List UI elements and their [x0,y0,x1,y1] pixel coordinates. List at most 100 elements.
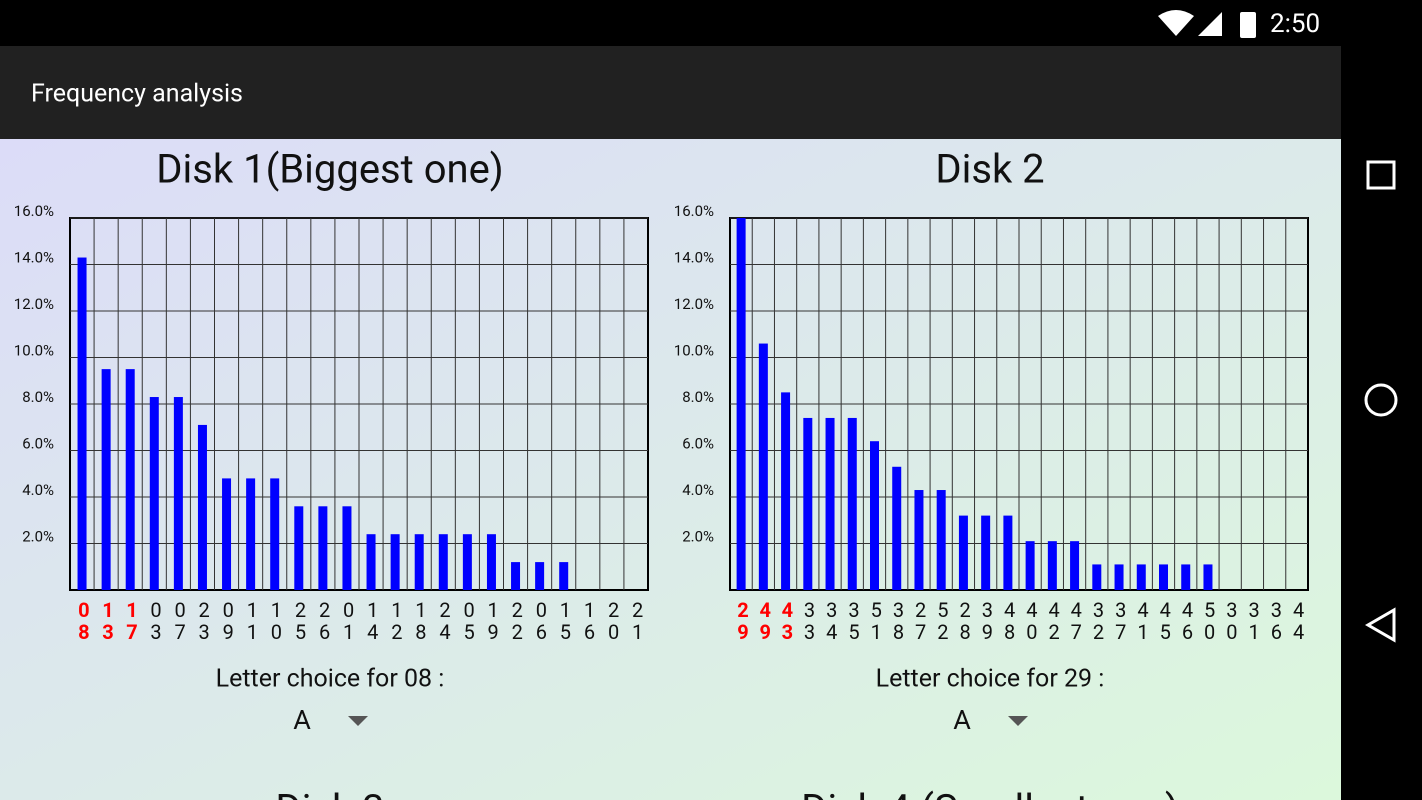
bar [366,534,376,590]
bar [511,562,521,590]
x-tick-label: 09 [216,598,240,642]
bar [197,424,207,590]
bar [246,478,256,590]
x-tick-label: 16 [578,598,602,642]
bar [149,397,159,590]
back-button[interactable] [1364,607,1396,643]
bar [101,369,111,590]
y-tick-label: 16.0% [674,202,714,220]
signal-icon [1198,12,1222,36]
y-tick-label: 4.0% [682,481,714,499]
x-tick-label: 24 [433,598,457,642]
bar [1203,564,1213,590]
next-chart-title: Disk 3 [275,786,384,800]
y-tick-label: 8.0% [682,388,714,406]
x-tick-label: 12 [385,598,409,642]
bar [758,343,768,590]
bar [825,417,835,590]
wifi-icon [1158,10,1194,36]
y-tick-label: 14.0% [14,248,54,266]
bar [892,466,902,590]
bar [958,515,968,590]
bar [1181,564,1191,590]
x-tick-label: 34 [820,598,844,642]
x-tick-label: 11 [240,598,264,642]
bar [414,534,424,590]
y-tick-label: 8.0% [22,388,54,406]
choice-value[interactable]: A [293,704,311,736]
bar [1070,541,1080,590]
choice-label: Letter choice for 08 : [216,665,445,694]
bar [535,562,545,590]
x-tick-label: 48 [998,598,1022,642]
x-tick-label: 47 [1064,598,1088,642]
x-tick-label: 26 [313,598,337,642]
x-tick-label: 31 [1242,598,1266,642]
x-tick-label: 40 [1020,598,1044,642]
bar [914,490,924,590]
bar [981,515,991,590]
x-tick-label: 20 [602,598,626,642]
chart-title: Disk 1(Biggest one) [156,146,503,193]
x-tick-label: 44 [1287,598,1311,642]
x-tick-label: 52 [931,598,955,642]
x-tick-label: 14 [361,598,385,642]
x-tick-label: 30 [1220,598,1244,642]
x-tick-label: 18 [409,598,433,642]
x-tick-label: 32 [1087,598,1111,642]
bar [486,534,496,590]
bar [318,506,328,590]
home-button[interactable] [1364,383,1398,417]
x-tick-label: 03 [144,598,168,642]
bar [803,417,813,590]
y-tick-label: 14.0% [674,248,714,266]
content-background [0,139,1341,800]
bar [870,441,879,590]
y-tick-label: 2.0% [682,527,714,545]
x-tick-label: 23 [192,598,216,642]
x-tick-label: 46 [1175,598,1199,642]
x-tick-label: 19 [481,598,505,642]
x-tick-label: 41 [1131,598,1155,642]
x-tick-label: 49 [753,598,777,642]
nav-bar [1341,46,1422,800]
bar [222,478,232,590]
y-tick-label: 12.0% [14,295,54,313]
x-tick-label: 35 [842,598,866,642]
spinner-arrow[interactable] [348,716,368,726]
bar [125,369,135,590]
x-tick-label: 21 [626,598,650,642]
clock: 2:50 [1270,9,1320,39]
x-tick-label: 07 [168,598,192,642]
chart-title: Disk 2 [935,146,1044,193]
bar [1159,564,1168,590]
x-tick-label: 38 [886,598,910,642]
x-tick-label: 08 [72,598,96,642]
choice-value[interactable]: A [953,704,971,736]
x-tick-label: 25 [289,598,313,642]
spinner-arrow[interactable] [1008,716,1028,726]
recents-button[interactable] [1366,160,1396,190]
battery-icon [1240,12,1256,38]
y-tick-label: 10.0% [14,341,54,359]
x-tick-label: 42 [1042,598,1066,642]
bar [294,506,304,590]
bar [559,562,569,590]
x-tick-label: 10 [264,598,288,642]
y-tick-label: 4.0% [22,481,54,499]
bar [173,397,183,590]
x-tick-label: 22 [505,598,529,642]
x-tick-label: 27 [909,598,933,642]
y-tick-label: 6.0% [22,434,54,452]
bar [1003,515,1013,590]
bar [342,506,352,590]
bar [462,534,472,590]
bar [1114,564,1124,590]
x-tick-label: 36 [1264,598,1288,642]
x-tick-label: 01 [337,598,361,642]
bar [77,257,87,590]
x-tick-label: 33 [798,598,822,642]
bar [936,490,946,590]
choice-label: Letter choice for 29 : [876,665,1105,694]
